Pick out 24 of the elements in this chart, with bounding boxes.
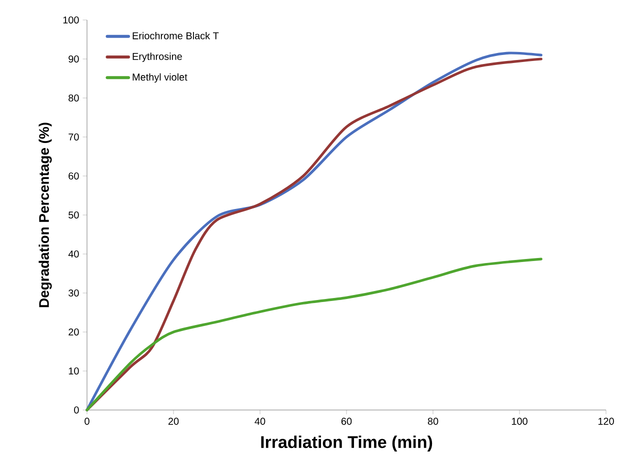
y-tick-label: 90 bbox=[68, 55, 79, 63]
x-tick-label: 60 bbox=[341, 418, 352, 425]
x-tick-label: 40 bbox=[254, 418, 266, 425]
line-series bbox=[86, 258, 542, 412]
y-tick-label: 10 bbox=[68, 367, 79, 375]
y-tick-label: 60 bbox=[68, 172, 79, 180]
y-tick-label: 0 bbox=[74, 406, 79, 414]
legend-label: Methyl violet bbox=[132, 73, 188, 83]
x-tick-label: 80 bbox=[428, 418, 438, 425]
x-tick-label: 20 bbox=[168, 418, 179, 425]
y-tick-label: 50 bbox=[68, 211, 79, 219]
x-tick-label: 100 bbox=[512, 418, 528, 425]
y-tick-label: 100 bbox=[63, 16, 79, 24]
x-tick-label: 0 bbox=[84, 418, 90, 425]
y-tick-label: 30 bbox=[68, 289, 79, 297]
y-tick-label: 70 bbox=[68, 133, 79, 141]
legend-label: Eriochrome Black T bbox=[132, 32, 219, 40]
y-tick-label: 80 bbox=[68, 94, 79, 102]
x-axis-title: Irradiation Time (min) bbox=[261, 436, 432, 452]
legend-label: Erythrosine bbox=[132, 52, 182, 62]
x-tick-label: 120 bbox=[598, 418, 614, 425]
y-tick-label: 20 bbox=[68, 328, 79, 336]
y-tick-label: 40 bbox=[68, 250, 79, 258]
y-axis-title: Degradation Percentage (%) bbox=[38, 122, 52, 308]
